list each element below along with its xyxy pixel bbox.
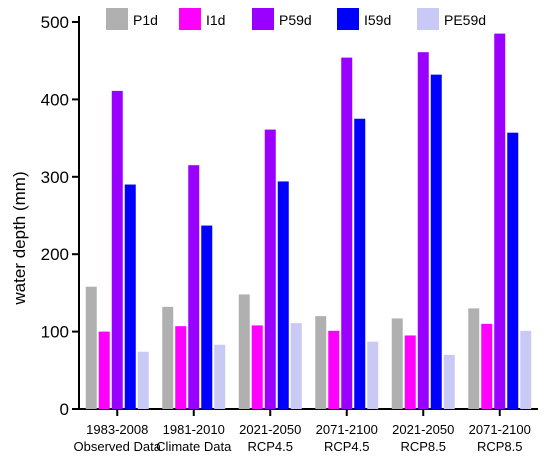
y-tick-label: 500	[41, 13, 69, 32]
bar-i59d-2	[201, 225, 213, 409]
legend-label-pe59d: PE59d	[444, 12, 486, 28]
bar-i1d-5	[404, 335, 416, 409]
bar-i59d-3	[277, 181, 289, 409]
x-tick-label-line: 2021-2050	[239, 422, 301, 437]
bar-i1d-2	[175, 326, 187, 409]
bar-p59d-4	[341, 57, 353, 409]
bar-pe59d-6	[520, 330, 532, 409]
bar-p59d-2	[188, 165, 200, 409]
bars	[85, 33, 532, 410]
x-tick-label-line: Observed Data	[74, 439, 162, 454]
legend: P1d I1d P59d I59d PE59d	[106, 8, 486, 30]
bar-pe59d-3	[290, 323, 302, 409]
bar-pe59d-4	[367, 341, 379, 409]
bar-p1d-6	[468, 308, 480, 409]
x-tick-label-line: 1983-2008	[86, 422, 148, 437]
bar-p1d-1	[85, 286, 97, 409]
x-tick-label-line: 2071-2100	[469, 422, 531, 437]
x-tick-label: 1981-2010 Climate Data	[156, 422, 232, 454]
x-tick-label: 2071-2100 RCP8.5	[469, 422, 531, 454]
bar-i59d-4	[354, 118, 366, 409]
bar-i59d-1	[124, 184, 136, 409]
x-tick-label-line: RCP4.5	[324, 439, 370, 454]
x-tick-label: 1983-2008 Observed Data	[74, 422, 162, 454]
y-tick-label: 400	[41, 90, 69, 109]
legend-swatch-p1d	[106, 8, 128, 30]
x-tick-label: 2021-2050 RCP8.5	[392, 422, 454, 454]
legend-label-i1d: I1d	[206, 12, 225, 28]
bar-pe59d-5	[443, 354, 455, 409]
bar-i1d-4	[328, 330, 340, 409]
y-tick-label: 100	[41, 323, 69, 342]
legend-label-i59d: I59d	[364, 12, 391, 28]
bar-i1d-6	[481, 323, 493, 409]
x-tick-label-line: RCP8.5	[477, 439, 523, 454]
bar-p59d-6	[494, 33, 506, 410]
y-tick-label: 300	[41, 168, 69, 187]
legend-swatch-p59d	[252, 8, 274, 30]
bar-i1d-3	[251, 325, 263, 409]
x-tick-label: 2021-2050 RCP4.5	[239, 422, 301, 454]
bar-p59d-5	[417, 52, 429, 409]
x-tick-label-line: Climate Data	[156, 439, 232, 454]
x-tick-label-line: RCP8.5	[400, 439, 446, 454]
y-tick-label: 200	[41, 245, 69, 264]
legend-swatch-pe59d	[417, 8, 439, 30]
bar-p59d-3	[264, 129, 276, 409]
legend-swatch-i1d	[179, 8, 201, 30]
bar-pe59d-1	[137, 351, 149, 409]
y-tick-label: 0	[60, 400, 69, 419]
x-tick-label-line: 2021-2050	[392, 422, 454, 437]
bar-i59d-6	[507, 132, 519, 409]
x-tick-label-line: RCP4.5	[247, 439, 293, 454]
legend-swatch-i59d	[337, 8, 359, 30]
legend-label-p59d: P59d	[279, 12, 312, 28]
x-tick-label: 2071-2100 RCP4.5	[316, 422, 378, 454]
bar-p1d-4	[315, 316, 327, 409]
bar-p1d-2	[162, 306, 174, 409]
axes: 0 100 200 300 400 500 1983-2008 Observed Data19…	[41, 13, 538, 454]
bar-i59d-5	[430, 74, 442, 409]
legend-label-p1d: P1d	[133, 12, 158, 28]
bar-p1d-3	[238, 294, 250, 409]
x-tick-label-line: 1981-2010	[163, 422, 225, 437]
x-tick-label-line: 2071-2100	[316, 422, 378, 437]
y-axis-title: water depth (mm)	[10, 171, 29, 305]
bar-p1d-5	[391, 318, 403, 409]
bar-pe59d-2	[214, 344, 226, 409]
bar-i1d-1	[98, 331, 110, 409]
bar-p59d-1	[111, 90, 123, 410]
